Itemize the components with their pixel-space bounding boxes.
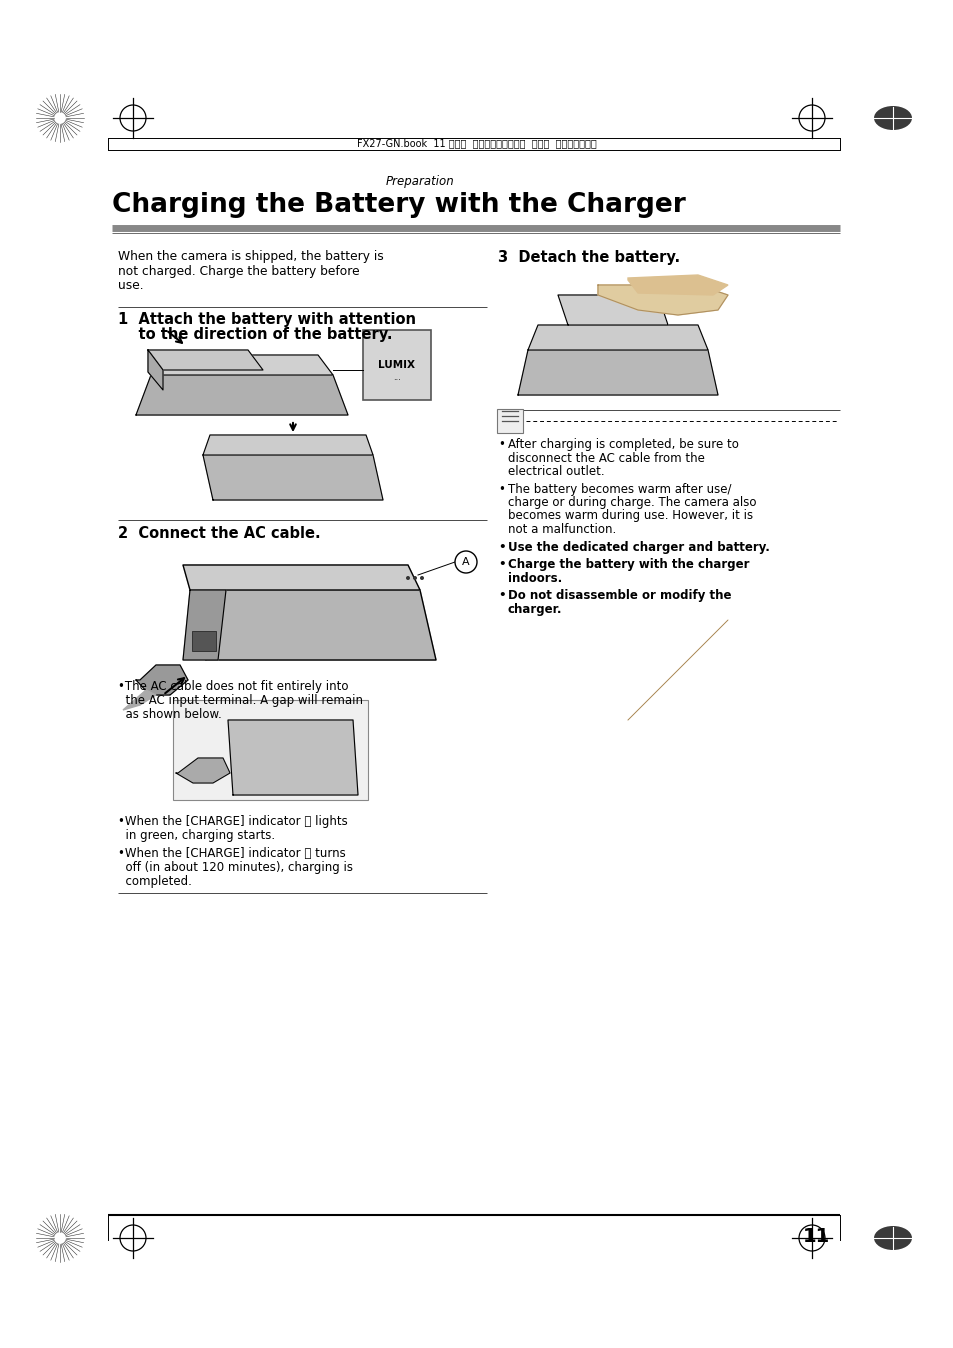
Text: 2  Connect the AC cable.: 2 Connect the AC cable. — [118, 526, 320, 541]
Text: •When the [CHARGE] indicator Ⓐ lights: •When the [CHARGE] indicator Ⓐ lights — [118, 816, 348, 828]
Polygon shape — [203, 456, 382, 500]
Polygon shape — [598, 284, 727, 315]
Text: •: • — [497, 541, 505, 554]
Text: LUMIX: LUMIX — [378, 360, 416, 369]
Text: FX27-GN.book  11 ページ  ２００４年８月２日  月曜日  午後３時４０分: FX27-GN.book 11 ページ ２００４年８月２日 月曜日 午後３時４０… — [356, 137, 597, 148]
Polygon shape — [148, 350, 263, 369]
Circle shape — [413, 576, 416, 580]
Text: •: • — [497, 438, 504, 452]
Polygon shape — [228, 720, 357, 795]
Text: 1  Attach the battery with attention: 1 Attach the battery with attention — [118, 311, 416, 328]
Ellipse shape — [873, 106, 911, 129]
Text: A: A — [461, 557, 469, 568]
Text: in green, charging starts.: in green, charging starts. — [118, 829, 274, 842]
Text: the AC input terminal. A gap will remain: the AC input terminal. A gap will remain — [118, 694, 363, 706]
Text: charge or during charge. The camera also: charge or during charge. The camera also — [507, 496, 756, 510]
Text: 3  Detach the battery.: 3 Detach the battery. — [497, 249, 679, 266]
Text: use.: use. — [118, 279, 144, 293]
Circle shape — [455, 551, 476, 573]
Text: The battery becomes warm after use/: The battery becomes warm after use/ — [507, 483, 731, 496]
Circle shape — [406, 576, 410, 580]
Ellipse shape — [873, 1225, 911, 1250]
Text: 11: 11 — [801, 1227, 829, 1246]
Polygon shape — [148, 350, 163, 390]
FancyBboxPatch shape — [172, 700, 368, 799]
Text: off (in about 120 minutes), charging is: off (in about 120 minutes), charging is — [118, 861, 353, 874]
Text: indoors.: indoors. — [507, 572, 561, 585]
Text: Charging the Battery with the Charger: Charging the Battery with the Charger — [112, 191, 685, 218]
Polygon shape — [175, 758, 230, 783]
Text: •The AC cable does not fit entirely into: •The AC cable does not fit entirely into — [118, 679, 348, 693]
Text: When the camera is shipped, the battery is: When the camera is shipped, the battery … — [118, 249, 383, 263]
Polygon shape — [123, 690, 156, 710]
Text: •: • — [497, 483, 504, 496]
Text: Do not disassemble or modify the: Do not disassemble or modify the — [507, 589, 731, 603]
Text: Charge the battery with the charger: Charge the battery with the charger — [507, 558, 749, 572]
Polygon shape — [136, 665, 188, 696]
Polygon shape — [558, 295, 667, 325]
Text: •: • — [497, 589, 505, 603]
Text: as shown below.: as shown below. — [118, 708, 221, 721]
Text: ···: ··· — [393, 376, 400, 386]
Polygon shape — [151, 355, 333, 375]
Text: Use the dedicated charger and battery.: Use the dedicated charger and battery. — [507, 541, 769, 554]
Polygon shape — [203, 435, 373, 456]
Polygon shape — [136, 375, 348, 415]
Polygon shape — [183, 590, 226, 661]
Text: electrical outlet.: electrical outlet. — [507, 465, 604, 479]
Text: After charging is completed, be sure to: After charging is completed, be sure to — [507, 438, 739, 452]
Polygon shape — [190, 590, 436, 661]
FancyBboxPatch shape — [497, 408, 522, 433]
Text: not a malfunction.: not a malfunction. — [507, 523, 616, 537]
Circle shape — [419, 576, 423, 580]
Polygon shape — [627, 275, 727, 295]
Text: becomes warm during use. However, it is: becomes warm during use. However, it is — [507, 510, 752, 523]
Text: not charged. Charge the battery before: not charged. Charge the battery before — [118, 264, 359, 278]
Text: •: • — [497, 558, 505, 572]
Text: Preparation: Preparation — [385, 175, 454, 187]
Text: completed.: completed. — [118, 875, 192, 888]
Text: to the direction of the battery.: to the direction of the battery. — [118, 328, 392, 342]
Polygon shape — [517, 350, 718, 395]
FancyBboxPatch shape — [363, 330, 431, 400]
Text: •When the [CHARGE] indicator Ⓐ turns: •When the [CHARGE] indicator Ⓐ turns — [118, 847, 345, 860]
Polygon shape — [183, 565, 419, 590]
Text: charger.: charger. — [507, 603, 562, 616]
Text: disconnect the AC cable from the: disconnect the AC cable from the — [507, 452, 704, 465]
Polygon shape — [527, 325, 707, 350]
FancyBboxPatch shape — [192, 631, 215, 651]
